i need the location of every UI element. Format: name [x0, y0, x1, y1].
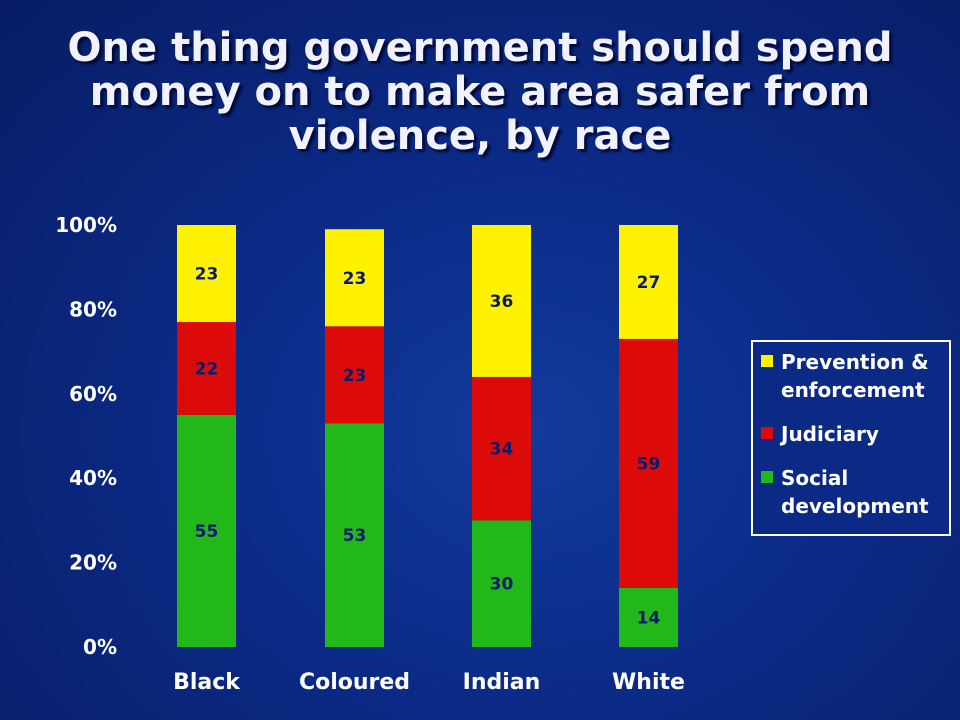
bar-coloured-social-development	[325, 423, 384, 647]
legend-swatch-social	[761, 471, 773, 483]
data-label-coloured-social-development: 53	[343, 526, 367, 546]
y-tick-label-40: 40%	[69, 466, 117, 490]
legend-item-prevention: Prevention & enforcement	[761, 348, 945, 404]
y-tick-label-60: 60%	[69, 382, 117, 406]
legend: Prevention & enforcement Judiciary Socia…	[751, 340, 951, 536]
y-tick-label-100: 100%	[55, 213, 117, 237]
chart-title-line-3: violence, by race	[288, 113, 672, 159]
y-tick-label-20: 20%	[69, 551, 117, 575]
legend-item-social: Social development	[761, 464, 945, 520]
chart-title: One thing government should spend money …	[0, 26, 960, 158]
bar-indian-prevention-enforcement	[472, 225, 531, 377]
bar-black-social-development	[177, 414, 236, 647]
data-label-indian-judiciary: 34	[490, 440, 514, 460]
x-axis: Black Coloured Indian White	[173, 670, 685, 695]
bar-white-prevention-enforcement	[619, 225, 678, 339]
bar-coloured-prevention-enforcement	[325, 229, 384, 327]
y-axis: 0% 20% 40% 60% 80% 100%	[55, 213, 117, 659]
legend-label-judiciary: Judiciary	[781, 422, 879, 446]
legend-label-prevention: Prevention & enforcement	[781, 350, 929, 402]
bar-coloured-judiciary	[325, 326, 384, 424]
data-label-black-prevention-enforcement: 23	[195, 265, 219, 285]
data-label-black-social-development: 55	[195, 522, 219, 542]
chart-title-line-2: money on to make area safer from	[89, 69, 871, 115]
x-category-label-black: Black	[173, 670, 241, 695]
x-category-label-coloured: Coloured	[299, 670, 410, 695]
legend-swatch-judiciary	[761, 427, 773, 439]
data-label-black-judiciary: 22	[195, 359, 219, 379]
bar-indian-social-development	[472, 520, 531, 647]
data-label-coloured-judiciary: 23	[343, 366, 367, 386]
bar-black-judiciary	[177, 322, 236, 415]
data-label-white-prevention-enforcement: 27	[637, 273, 661, 293]
y-tick-label-80: 80%	[69, 297, 117, 321]
data-label-indian-social-development: 30	[490, 575, 514, 595]
data-label-indian-prevention-enforcement: 36	[490, 292, 514, 312]
x-category-label-indian: Indian	[463, 670, 541, 695]
legend-item-judiciary: Judiciary	[761, 420, 945, 448]
legend-label-social: Social development	[781, 466, 929, 518]
bar-white-judiciary	[619, 338, 678, 588]
bar-black-prevention-enforcement	[177, 225, 236, 323]
data-label-coloured-prevention-enforcement: 23	[343, 269, 367, 289]
data-label-white-judiciary: 59	[637, 454, 661, 474]
legend-swatch-prevention	[761, 355, 773, 367]
x-category-label-white: White	[612, 670, 685, 695]
bar-area: 55 22 23 53 23 23 30 34 36 14 59 27	[177, 225, 678, 647]
bar-indian-judiciary	[472, 376, 531, 521]
data-label-white-social-development: 14	[637, 608, 661, 628]
y-tick-label-0: 0%	[83, 635, 117, 659]
bar-white-social-development	[619, 587, 678, 647]
chart-title-line-1: One thing government should spend	[67, 25, 893, 71]
